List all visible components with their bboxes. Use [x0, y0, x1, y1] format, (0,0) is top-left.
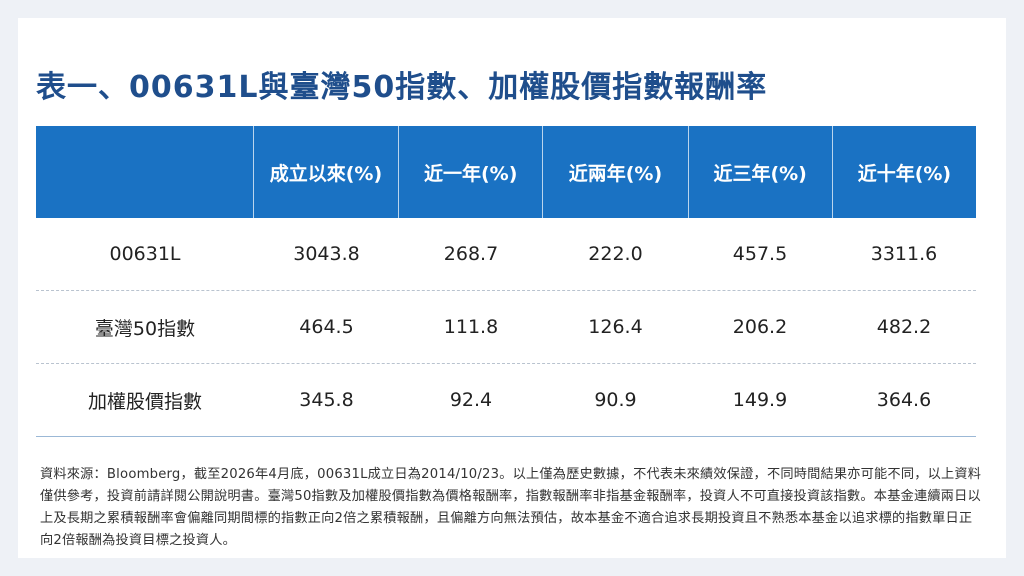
- cell-2y: 90.9: [594, 389, 637, 411]
- cell-1y: 111.8: [443, 316, 499, 338]
- cell-10y: 3311.6: [870, 243, 938, 265]
- returns-table: 成立以來(%) 近一年(%) 近兩年(%) 近三年(%) 近十年(%) 0063…: [36, 126, 976, 437]
- cell-since-inception: 3043.8: [293, 243, 360, 265]
- table-row: 加權股價指數 345.8 92.4 90.9 149.9 364.6: [36, 364, 976, 437]
- cell-3y: 206.2: [732, 316, 788, 338]
- cell-since-inception: 464.5: [299, 316, 354, 338]
- cell-1y: 92.4: [449, 389, 493, 411]
- row-label: 00631L: [109, 243, 181, 265]
- row-label: 臺灣50指數: [94, 317, 196, 340]
- cell-3y: 457.5: [732, 243, 788, 265]
- header-10y: 近十年(%): [831, 126, 976, 218]
- header-1y: 近一年(%): [398, 126, 542, 218]
- cell-1y: 268.7: [443, 243, 499, 265]
- cell-10y: 482.2: [876, 316, 932, 338]
- cell-2y: 222.0: [588, 243, 643, 265]
- table-title: 表一、00631L與臺灣50指數、加權股價指數報酬率: [36, 70, 768, 105]
- header-since-inception: 成立以來(%): [252, 126, 398, 218]
- cell-10y: 364.6: [876, 389, 932, 411]
- footnote: 資料來源：Bloomberg，截至2026年4月底，00631L成立日為2014…: [40, 467, 982, 548]
- cell-3y: 149.9: [732, 389, 788, 411]
- header-blank-cell: [36, 126, 253, 218]
- header-3y: 近三年(%): [687, 126, 832, 218]
- table-header: 成立以來(%) 近一年(%) 近兩年(%) 近三年(%) 近十年(%): [36, 126, 976, 218]
- row-label: 加權股價指數: [87, 390, 202, 413]
- table-row: 00631L 3043.8 268.7 222.0 457.5 3311.6: [36, 218, 976, 291]
- cell-since-inception: 345.8: [299, 389, 354, 411]
- cell-2y: 126.4: [588, 316, 643, 338]
- header-2y: 近兩年(%): [542, 126, 687, 218]
- content-card: 表一、00631L與臺灣50指數、加權股價指數報酬率 成立以來(%) 近一年(%…: [18, 18, 1006, 558]
- table-row: 臺灣50指數 464.5 111.8 126.4 206.2 482.2: [36, 291, 976, 364]
